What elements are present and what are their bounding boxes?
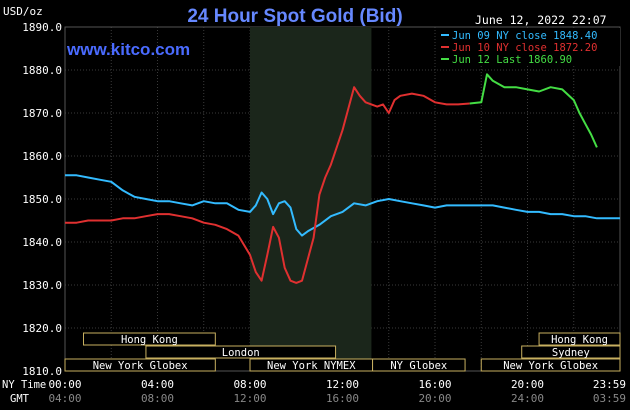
x-axis-label-gmt: GMT <box>10 393 30 405</box>
x-tick-label-gmt: 03:59 <box>593 392 626 405</box>
session-label: NY Globex <box>390 360 447 372</box>
highlight-band <box>250 27 372 371</box>
chart-title: 24 Hour Spot Gold (Bid) <box>187 6 402 27</box>
x-tick-label-ny: 16:00 <box>418 378 451 391</box>
y-tick-label: 1820.0 <box>22 322 62 335</box>
y-tick-label: 1850.0 <box>22 193 62 206</box>
legend-entry: Jun 10 NY close 1872.20 <box>452 42 597 54</box>
y-tick-label: 1870.0 <box>22 107 62 120</box>
session-bar <box>480 358 621 372</box>
y-tick-label: 1860.0 <box>22 150 62 163</box>
y-tick-label: 1810.0 <box>22 365 62 378</box>
y-axis-unit-label: USD/oz <box>3 5 43 18</box>
x-tick-label-ny: 23:59 <box>593 378 626 391</box>
y-tick-labels: 1890.0 1880.0 1870.0 1860.0 1850.0 1840.0 1830… <box>22 21 62 378</box>
y-tick-label: 1890.0 <box>22 21 62 34</box>
session-label: New York Globex <box>503 360 598 372</box>
session-bar <box>372 358 466 372</box>
series-line-3 <box>469 73 598 148</box>
session-bar <box>83 332 216 346</box>
session-label: London <box>222 347 260 359</box>
legend-entry: Jun 12 Last 1860.90 <box>452 54 572 66</box>
session-label: New York NYMEX <box>267 360 356 372</box>
x-tick-label-ny: 00:00 <box>48 378 81 391</box>
x-tick-label-ny: 08:00 <box>233 378 266 391</box>
x-tick-labels: 00:0004:0004:0008:0008:0012:0012:0016:00… <box>48 378 626 405</box>
x-tick-label-ny: 04:00 <box>141 378 174 391</box>
session-bar <box>538 332 621 346</box>
series-line-2 <box>65 86 470 284</box>
x-tick-label-gmt: 12:00 <box>233 392 266 405</box>
y-tick-label: 1840.0 <box>22 236 62 249</box>
x-tick-label-gmt: 16:00 <box>326 392 359 405</box>
y-tick-label: 1830.0 <box>22 279 62 292</box>
session-label: Hong Kong <box>551 334 608 346</box>
y-tick-label: 1880.0 <box>22 64 62 77</box>
session-label: New York Globex <box>93 360 188 372</box>
series-line-1 <box>65 174 620 237</box>
x-tick-label-ny: 12:00 <box>326 378 359 391</box>
grid-layer <box>64 26 621 372</box>
chart-timestamp: June 12, 2022 22:07 <box>475 13 607 27</box>
legend-entry: Jun 09 NY close 1848.40 <box>452 30 597 42</box>
session-bar <box>145 345 337 359</box>
session-bar <box>521 345 621 359</box>
session-label: Sydney <box>552 347 590 359</box>
x-tick-label-gmt: 08:00 <box>141 392 174 405</box>
x-axis-label-ny-time: NY Time <box>2 379 46 391</box>
highlight-band-layer <box>250 27 372 371</box>
x-tick-label-gmt: 24:00 <box>511 392 544 405</box>
x-tick-label-gmt: 20:00 <box>418 392 451 405</box>
session-label: Hong Kong <box>121 334 178 346</box>
session-bar <box>64 358 216 372</box>
legend-box <box>437 28 620 66</box>
x-tick-label-ny: 20:00 <box>511 378 544 391</box>
series-layer <box>65 73 620 284</box>
watermark-url: www.kitco.com <box>66 40 190 59</box>
x-tick-label-gmt: 04:00 <box>48 392 81 405</box>
